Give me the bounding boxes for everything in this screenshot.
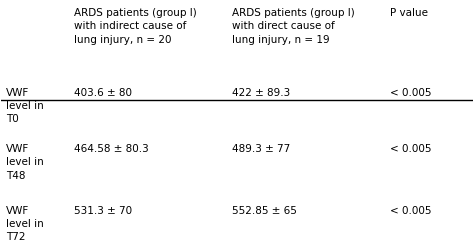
Text: ARDS patients (group I)
with indirect cause of
lung injury, n = 20: ARDS patients (group I) with indirect ca… bbox=[74, 8, 197, 45]
Text: < 0.005: < 0.005 bbox=[390, 206, 432, 216]
Text: < 0.005: < 0.005 bbox=[390, 144, 432, 154]
Text: VWF
level in
T48: VWF level in T48 bbox=[6, 144, 44, 181]
Text: 552.85 ± 65: 552.85 ± 65 bbox=[232, 206, 297, 216]
Text: < 0.005: < 0.005 bbox=[390, 88, 432, 98]
Text: 464.58 ± 80.3: 464.58 ± 80.3 bbox=[74, 144, 149, 154]
Text: 531.3 ± 70: 531.3 ± 70 bbox=[74, 206, 133, 216]
Text: ARDS patients (group I)
with direct cause of
lung injury, n = 19: ARDS patients (group I) with direct caus… bbox=[232, 8, 355, 45]
Text: 489.3 ± 77: 489.3 ± 77 bbox=[232, 144, 291, 154]
Text: 422 ± 89.3: 422 ± 89.3 bbox=[232, 88, 291, 98]
Text: 403.6 ± 80: 403.6 ± 80 bbox=[74, 88, 132, 98]
Text: VWF
level in
T0: VWF level in T0 bbox=[6, 88, 44, 124]
Text: VWF
level in
T72: VWF level in T72 bbox=[6, 206, 44, 242]
Text: P value: P value bbox=[390, 8, 428, 18]
